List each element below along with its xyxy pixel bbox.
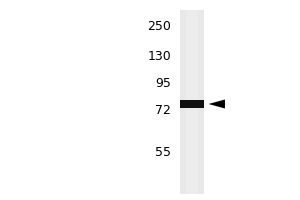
Bar: [180, 10, 204, 194]
Text: 130: 130: [147, 49, 171, 62]
Text: 250: 250: [147, 20, 171, 32]
Polygon shape: [208, 100, 225, 108]
Bar: [180, 100, 204, 108]
Bar: [186, 10, 198, 194]
Text: 95: 95: [155, 77, 171, 90]
Text: 72: 72: [155, 104, 171, 116]
Text: 55: 55: [155, 146, 171, 158]
